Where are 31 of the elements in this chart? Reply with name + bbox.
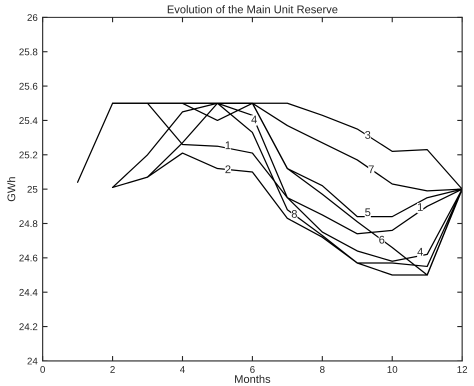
annotation: 1 [226,141,230,150]
x-tick-label: 6 [250,366,255,373]
y-tick-label: 25.2 [19,152,38,158]
y-tick-label: 25.8 [19,48,38,56]
x-tick-label: 0 [40,366,45,373]
y-tick-label: 24.8 [19,220,38,228]
annotation: 7 [368,165,374,174]
annotation: 4 [417,248,423,256]
y-tick-label: 25 [27,186,38,193]
y-tick-label: 25.4 [19,117,38,124]
x-tick-label: 4 [180,366,185,373]
y-tick-label: 24.6 [19,254,38,262]
y-tick-label: 26 [27,14,38,21]
x-tick-label: 12 [457,366,468,373]
y-tick-label: 24 [27,358,38,364]
y-tick-label: 25.6 [19,82,38,90]
chart-title: Evolution of the Main Unit Reserve [168,5,338,14]
y-axis-title: GWh [7,177,16,202]
y-tick-label: 24.2 [19,323,38,330]
y-tick-label: 24.4 [19,288,38,296]
x-tick-label: 8 [320,366,325,373]
annotation: 5 [365,208,370,216]
annotation: 6 [379,236,384,244]
x-tick-label: 2 [110,366,115,373]
annotation: 4 [251,116,257,124]
annotation: 3 [365,131,370,139]
annotation: 2 [225,165,230,174]
annotation: 1 [418,203,423,211]
x-tick-label: 10 [388,366,398,373]
x-axis-title: Months [235,374,270,383]
annotation: 8 [292,210,297,218]
